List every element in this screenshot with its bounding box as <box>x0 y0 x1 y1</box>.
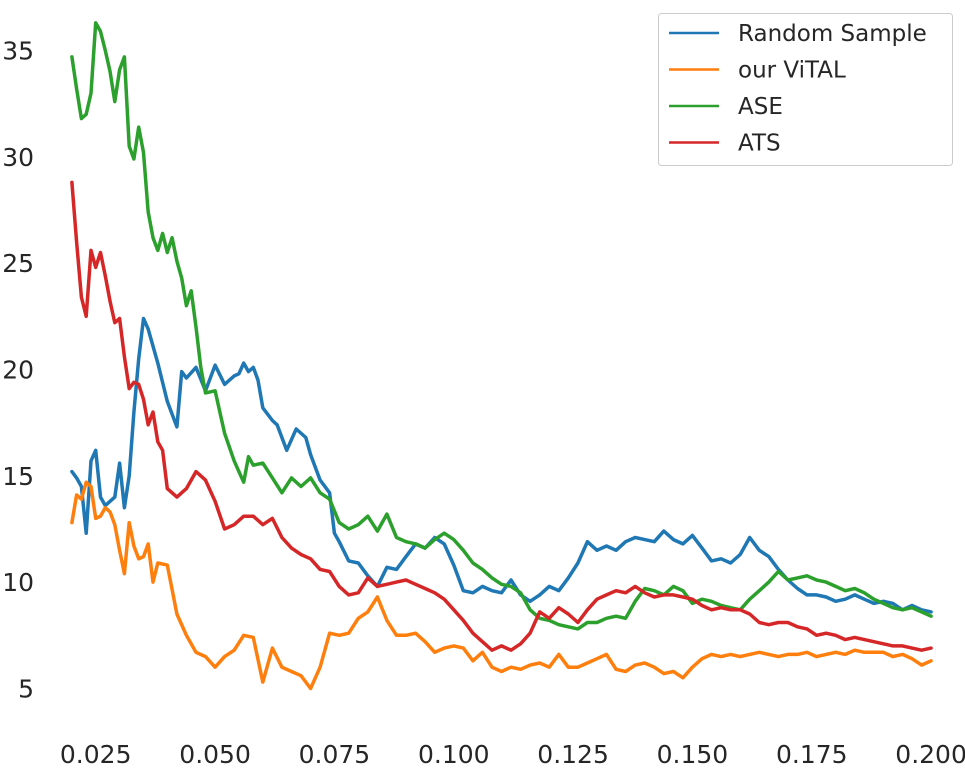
series-line-2 <box>70 21 933 631</box>
legend-frame <box>658 13 953 166</box>
series-line-3 <box>70 180 933 652</box>
legend-label: ATS <box>738 131 781 157</box>
y-tick-label: 5 <box>18 675 34 704</box>
series-line-1 <box>70 480 933 691</box>
y-axis-ticks: 5 10 15 20 25 30 35 <box>2 37 34 704</box>
y-tick-label: 10 <box>2 568 34 597</box>
y-tick-label: 35 <box>2 37 34 66</box>
y-tick-label: 20 <box>2 356 34 385</box>
legend-label: our ViTAL <box>738 58 846 84</box>
x-tick-label: 0.125 <box>537 740 609 769</box>
legend-label: Random Sample <box>738 21 927 47</box>
y-tick-label: 25 <box>2 249 34 278</box>
x-tick-label: 0.100 <box>418 740 490 769</box>
y-tick-label: 15 <box>2 462 34 491</box>
x-tick-label: 0.200 <box>895 740 965 769</box>
x-tick-label: 0.025 <box>60 740 132 769</box>
y-tick-label: 30 <box>2 143 34 172</box>
x-tick-label: 0.075 <box>299 740 371 769</box>
x-tick-label: 0.050 <box>179 740 251 769</box>
plot-area <box>70 21 933 691</box>
legend-label: ASE <box>738 94 783 120</box>
x-tick-label: 0.175 <box>776 740 848 769</box>
x-axis-ticks: 0.025 0.050 0.075 0.100 0.125 0.150 0.175 0.200 <box>60 740 965 769</box>
x-tick-label: 0.150 <box>657 740 729 769</box>
series-line-0 <box>70 316 933 614</box>
legend: Random Sample our ViTAL ASE ATS <box>658 13 953 166</box>
